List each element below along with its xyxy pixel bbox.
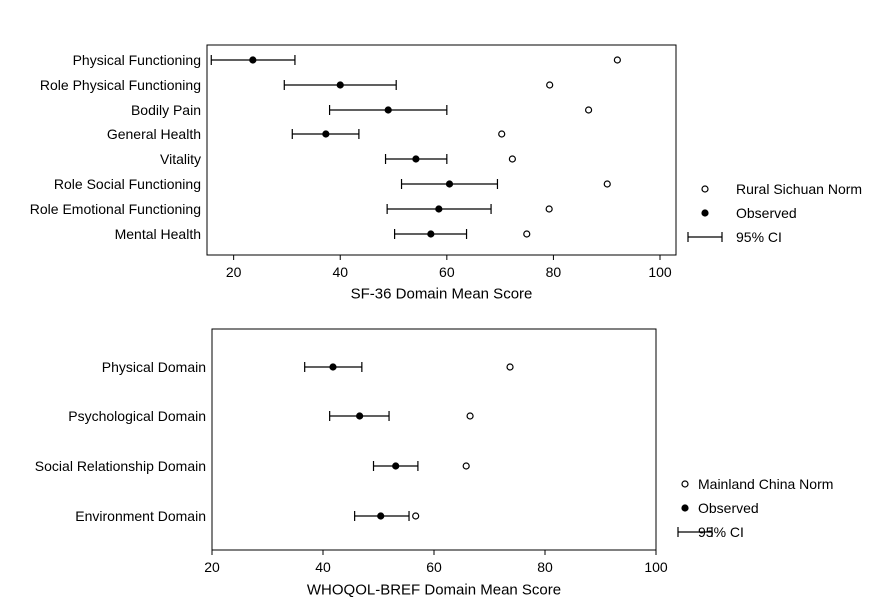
- category-label: Physical Domain: [102, 359, 206, 375]
- x-tick-label: 40: [332, 264, 348, 280]
- x-tick-label: 60: [426, 559, 442, 575]
- category-label: Bodily Pain: [131, 102, 201, 118]
- category-label: Role Social Functioning: [54, 176, 201, 192]
- norm-point: [412, 512, 420, 520]
- category-label: General Health: [107, 126, 201, 142]
- x-axis-title: WHOQOL-BREF Domain Mean Score: [307, 582, 561, 599]
- norm-point: [546, 81, 554, 89]
- observed-point: [329, 363, 337, 371]
- observed-point: [377, 512, 385, 520]
- category-label: Vitality: [160, 151, 201, 167]
- x-axis-title: SF-36 Domain Mean Score: [351, 286, 533, 301]
- norm-point: [603, 180, 611, 188]
- norm-point: [498, 130, 506, 138]
- legend-observed-label: Observed: [736, 205, 797, 221]
- sf36-chart: 20 40 60 80 100 SF-36 Domain Mean Score Physic…: [30, 44, 862, 301]
- category-label: Physical Functioning: [73, 52, 201, 68]
- observed-point: [249, 56, 257, 64]
- observed-point: [427, 230, 435, 238]
- category-label: Role Emotional Functioning: [30, 201, 201, 217]
- legend-observed-marker: [701, 209, 709, 217]
- norm-point: [545, 205, 553, 213]
- category-label: Psychological Domain: [68, 408, 206, 424]
- x-tick-label: 100: [644, 559, 668, 575]
- observed-point: [435, 205, 443, 213]
- whoqol-chart: 20 40 60 80 100 WHOQOL-BREF Domain Mean Score…: [35, 328, 833, 599]
- x-tick-label: 60: [439, 264, 455, 280]
- observed-point: [322, 130, 330, 138]
- category-label: Role Physical Functioning: [40, 77, 201, 93]
- category-label: Mental Health: [115, 226, 201, 242]
- legend-norm-label: Mainland China Norm: [698, 476, 833, 492]
- legend-ci-label: 95% CI: [736, 229, 782, 245]
- legend-norm-marker: [701, 185, 709, 193]
- x-tick-label: 20: [204, 559, 220, 575]
- legend-norm-label: Rural Sichuan Norm: [736, 181, 862, 197]
- norm-point: [508, 155, 516, 163]
- legend-ci-label: 95% CI: [698, 524, 744, 540]
- legend-observed-label: Observed: [698, 500, 759, 516]
- observed-point: [336, 81, 344, 89]
- observed-point: [384, 106, 392, 114]
- legend-norm-marker: [681, 480, 689, 488]
- observed-point: [412, 155, 420, 163]
- plot-frame: [211, 328, 657, 551]
- norm-point: [613, 56, 621, 64]
- x-tick-label: 100: [648, 264, 672, 280]
- observed-point: [445, 180, 454, 188]
- plot-frame: [206, 44, 677, 256]
- norm-point: [584, 106, 593, 114]
- x-tick-label: 20: [226, 264, 242, 280]
- x-tick-label: 80: [546, 264, 562, 280]
- x-tick-label: 40: [315, 559, 331, 575]
- norm-point: [466, 412, 474, 420]
- norm-point: [506, 363, 514, 371]
- legend-observed-marker: [681, 504, 689, 512]
- category-label: Environment Domain: [75, 508, 206, 524]
- observed-point: [392, 462, 400, 470]
- norm-point: [523, 230, 531, 238]
- norm-point: [462, 462, 470, 470]
- observed-point: [356, 412, 364, 420]
- category-label: Social Relationship Domain: [35, 458, 206, 474]
- x-tick-label: 80: [537, 559, 553, 575]
